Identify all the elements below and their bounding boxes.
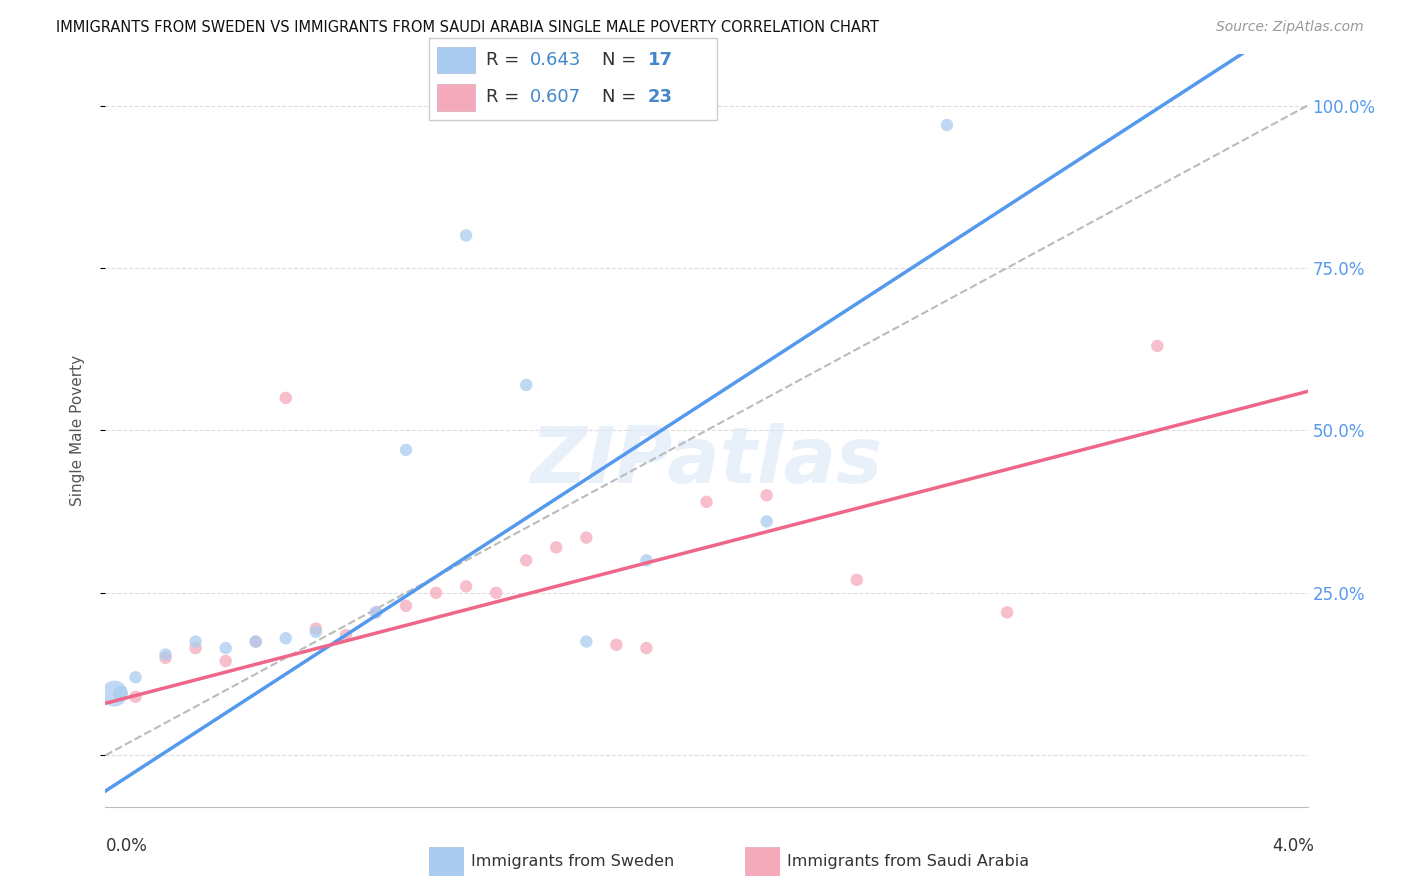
Point: [103, 687, 125, 701]
Point: [485, 586, 508, 600]
Point: [696, 495, 718, 509]
Point: [636, 553, 658, 567]
Point: [274, 632, 297, 646]
Point: [214, 654, 236, 668]
Text: Source: ZipAtlas.com: Source: ZipAtlas.com: [1216, 20, 1364, 34]
Point: [575, 634, 598, 648]
Point: [755, 488, 778, 502]
Text: ZIPatlas: ZIPatlas: [530, 423, 883, 499]
Point: [274, 391, 297, 405]
Point: [425, 586, 447, 600]
Point: [155, 650, 177, 665]
Point: [395, 599, 418, 613]
Point: [546, 541, 568, 555]
Text: 0.607: 0.607: [530, 88, 581, 106]
Point: [755, 514, 778, 528]
Text: R =: R =: [486, 51, 526, 69]
Text: N =: N =: [602, 88, 641, 106]
Text: N =: N =: [602, 51, 641, 69]
Point: [454, 579, 477, 593]
Point: [184, 641, 207, 656]
Point: [636, 641, 658, 656]
Point: [335, 628, 357, 642]
Point: [605, 638, 627, 652]
Point: [184, 634, 207, 648]
Point: [936, 118, 959, 132]
Point: [155, 648, 177, 662]
Point: [1146, 339, 1168, 353]
Point: [515, 553, 537, 567]
Point: [845, 573, 868, 587]
Point: [110, 687, 132, 701]
Bar: [437, 46, 475, 73]
Text: 0.0%: 0.0%: [105, 837, 148, 855]
Point: [364, 605, 387, 619]
Text: 17: 17: [648, 51, 673, 69]
Text: Immigrants from Saudi Arabia: Immigrants from Saudi Arabia: [787, 855, 1029, 869]
Text: IMMIGRANTS FROM SWEDEN VS IMMIGRANTS FROM SAUDI ARABIA SINGLE MALE POVERTY CORRE: IMMIGRANTS FROM SWEDEN VS IMMIGRANTS FRO…: [56, 20, 879, 35]
Point: [245, 634, 267, 648]
Point: [364, 605, 387, 619]
Point: [515, 378, 537, 392]
Point: [575, 531, 598, 545]
Y-axis label: Single Male Poverty: Single Male Poverty: [70, 355, 84, 506]
Text: 0.643: 0.643: [530, 51, 581, 69]
Point: [305, 622, 328, 636]
Point: [214, 641, 236, 656]
Point: [245, 634, 267, 648]
Text: R =: R =: [486, 88, 526, 106]
Text: Immigrants from Sweden: Immigrants from Sweden: [471, 855, 675, 869]
Text: 4.0%: 4.0%: [1272, 837, 1315, 855]
Point: [454, 228, 477, 243]
Point: [124, 690, 146, 704]
Point: [995, 605, 1018, 619]
Point: [305, 624, 328, 639]
Point: [395, 442, 418, 457]
Bar: [437, 85, 475, 111]
Text: 23: 23: [648, 88, 673, 106]
Point: [124, 670, 146, 684]
